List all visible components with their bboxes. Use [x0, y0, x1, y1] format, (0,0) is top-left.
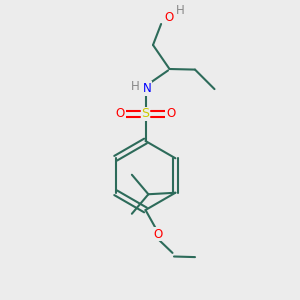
- Text: H: H: [176, 4, 185, 17]
- Text: N: N: [142, 82, 152, 95]
- Text: O: O: [166, 107, 175, 121]
- Text: O: O: [165, 11, 174, 24]
- Text: O: O: [116, 107, 125, 121]
- Text: H: H: [130, 80, 140, 94]
- Text: S: S: [142, 107, 149, 121]
- Text: O: O: [153, 227, 162, 241]
